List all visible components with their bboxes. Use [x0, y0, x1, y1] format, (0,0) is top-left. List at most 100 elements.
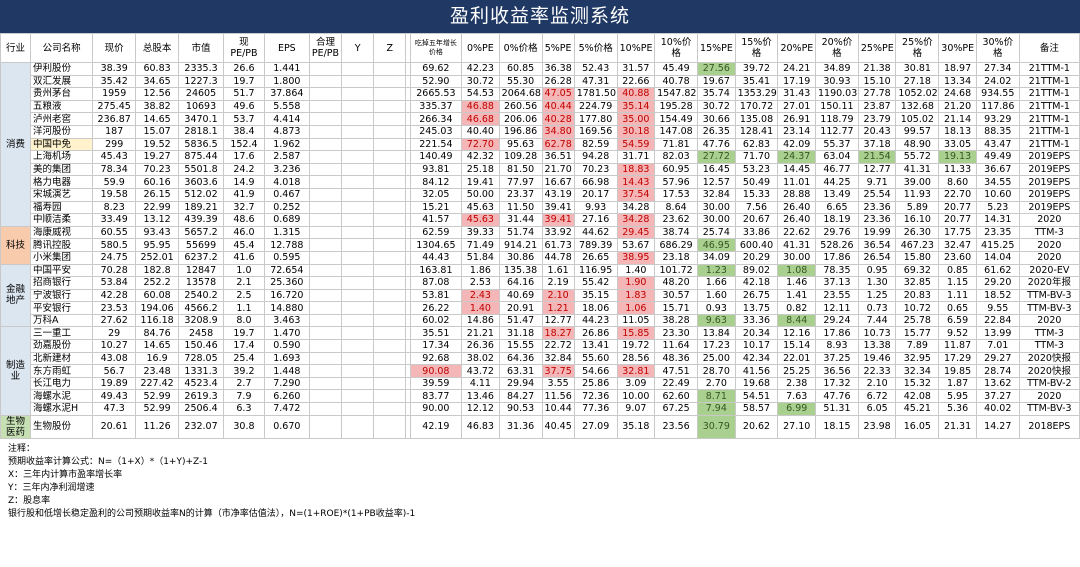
- table-cell: 2020: [1018, 313, 1080, 328]
- table-cell: 26.15: [135, 187, 180, 202]
- company-name-cell: 小米集团: [30, 250, 94, 265]
- table-cell: 31.18: [498, 326, 543, 341]
- column-header: [405, 33, 411, 63]
- table-cell: TTM-3: [1018, 225, 1080, 240]
- table-cell: 61.62: [975, 263, 1020, 278]
- table-cell: 5657.2: [178, 225, 225, 240]
- table-cell: 467.23: [895, 238, 940, 252]
- table-cell: 92.68: [409, 351, 463, 366]
- table-cell: 7.290: [263, 376, 310, 391]
- table-cell: 17.23: [697, 339, 736, 353]
- table-cell: 1.40: [616, 263, 656, 278]
- table-cell: [405, 414, 411, 439]
- table-cell: 1.86: [461, 263, 500, 278]
- table-cell: 5501.8: [178, 162, 225, 177]
- table-cell: 48.6: [223, 213, 265, 227]
- table-cell: 1.25: [857, 288, 897, 303]
- table-cell: 1190.03: [814, 87, 859, 101]
- table-cell: [308, 124, 343, 139]
- table-cell: 1.23: [697, 263, 736, 278]
- table-row: 小米集团 24.75 252.01 6237.2 41.6 0.595 44.43 51.84…: [1, 250, 1080, 265]
- table-cell: 266.34: [409, 112, 463, 126]
- table-cell: 1.40: [461, 301, 500, 315]
- table-row: 泸州老窖 236.87 14.65 3470.1 53.7 4.414 266.34 46.6…: [1, 112, 1080, 126]
- company-name-cell: 平安银行: [30, 301, 94, 315]
- table-cell: TTM-BV-2: [1018, 376, 1080, 391]
- table-cell: 42.23: [461, 62, 500, 76]
- table-row: 中顺洁柔 33.49 13.12 439.39 48.6 0.689 41.57 45.63 3…: [1, 213, 1080, 227]
- table-cell: 12.56: [135, 87, 180, 101]
- table-cell: [308, 326, 343, 341]
- table-cell: 20.29: [734, 250, 779, 265]
- table-cell: 38.39: [92, 62, 137, 76]
- table-cell: 3470.1: [178, 112, 225, 126]
- table-cell: 19.99: [857, 225, 897, 240]
- table-cell: 13.34: [938, 74, 977, 89]
- table-cell: 44.23: [573, 313, 618, 328]
- table-cell: [341, 351, 375, 366]
- table-cell: 2.7: [223, 376, 265, 391]
- table-cell: 4.11: [461, 376, 500, 391]
- table-cell: 30.8: [223, 414, 265, 439]
- table-cell: 32.81: [616, 364, 656, 378]
- table-cell: 132.68: [895, 99, 940, 114]
- note-line: Y：三年内净利润增速: [8, 482, 95, 493]
- table-cell: 1547.82: [654, 87, 699, 101]
- table-cell: 48.36: [654, 351, 699, 366]
- table-cell: 13.84: [697, 326, 736, 341]
- table-cell: 35.41: [734, 74, 779, 89]
- table-cell: 41.6: [223, 250, 265, 265]
- note-line: X：三年内计算市盈率增长率: [8, 469, 123, 480]
- table-cell: 147.08: [654, 124, 699, 139]
- table-cell: 35.00: [616, 112, 656, 126]
- table-cell: 69.32: [895, 263, 940, 278]
- table-cell: 87.08: [409, 276, 463, 290]
- table-cell: 914.21: [498, 238, 543, 252]
- table-body: 消费 伊利股份 38.39 60.83 2335.3 26.6 1.441 69.62 42.2…: [0, 62, 1080, 439]
- table-cell: 21.14: [938, 112, 977, 126]
- table-row: 贵州茅台 1959 12.56 24605 51.7 37.864 2665.53 54.53…: [1, 87, 1080, 101]
- table-cell: 20.91: [498, 301, 543, 315]
- company-name-cell: 福寿园: [30, 200, 94, 215]
- table-cell: 1353.29: [734, 87, 779, 101]
- table-cell: 2020: [1018, 213, 1080, 227]
- table-cell: 154.49: [654, 112, 699, 126]
- table-cell: [308, 276, 343, 290]
- column-header: 5%价格: [573, 33, 618, 63]
- table-cell: 17.86: [814, 326, 859, 341]
- table-cell: 11.05: [616, 313, 656, 328]
- table-cell: 15.14: [777, 339, 816, 353]
- table-cell: 101.72: [654, 263, 699, 278]
- table-cell: [308, 213, 343, 227]
- table-cell: 71.49: [461, 238, 500, 252]
- table-cell: 1052.02: [895, 87, 940, 101]
- table-cell: 29: [92, 326, 137, 341]
- table-cell: 2020: [1018, 389, 1080, 404]
- table-cell: 39.59: [409, 376, 463, 391]
- table-cell: 1781.50: [573, 87, 618, 101]
- table-cell: 78.35: [814, 263, 859, 278]
- table-cell: 18.97: [938, 62, 977, 76]
- table-cell: [341, 414, 375, 439]
- table-cell: 12.788: [263, 238, 310, 252]
- table-cell: [308, 74, 343, 89]
- table-cell: 35.14: [616, 99, 656, 114]
- table-cell: 2.19: [541, 276, 575, 290]
- table-cell: 23.53: [92, 301, 137, 315]
- table-cell: 47.76: [697, 137, 736, 152]
- table-cell: 45.4: [223, 238, 265, 252]
- table-cell: 15.71: [654, 301, 699, 315]
- table-cell: 31.43: [777, 87, 816, 101]
- table-cell: 118.79: [814, 112, 859, 126]
- table-cell: 6.05: [857, 402, 897, 416]
- table-cell: 15.21: [409, 200, 463, 215]
- table-row: 长江电力 19.89 227.42 4523.4 2.7 7.290 39.59 4.11 29…: [1, 376, 1080, 391]
- company-name-cell: 三一重工: [30, 326, 94, 341]
- table-cell: 1.61: [541, 263, 575, 278]
- note-line: 注释：: [8, 443, 36, 454]
- table-cell: 21.20: [938, 99, 977, 114]
- table-cell: [341, 288, 375, 303]
- company-name-cell: 劲嘉股份: [30, 339, 94, 353]
- table-cell: 23.60: [938, 250, 977, 265]
- column-header: 30%PE: [938, 33, 977, 63]
